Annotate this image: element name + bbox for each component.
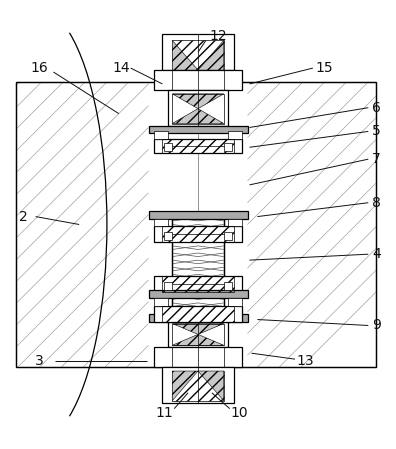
Bar: [154, 276, 242, 292]
Bar: [228, 298, 242, 306]
Bar: [162, 276, 234, 292]
Text: 8: 8: [372, 196, 381, 210]
Bar: [162, 306, 234, 321]
Bar: [168, 90, 228, 126]
Text: 6: 6: [372, 101, 381, 114]
Bar: [228, 132, 242, 139]
Bar: [162, 35, 234, 70]
Text: 10: 10: [231, 405, 248, 420]
Bar: [154, 298, 168, 306]
Text: 5: 5: [372, 124, 381, 138]
Bar: [172, 347, 224, 367]
Text: 15: 15: [316, 61, 333, 75]
Bar: [172, 323, 224, 345]
Bar: [154, 219, 168, 226]
Bar: [162, 226, 234, 242]
Polygon shape: [172, 335, 224, 345]
Polygon shape: [172, 371, 198, 401]
Bar: [172, 70, 224, 90]
Bar: [154, 70, 242, 90]
Bar: [162, 139, 234, 153]
Bar: [154, 306, 242, 321]
Bar: [172, 371, 224, 401]
Bar: [168, 321, 228, 347]
Text: 2: 2: [19, 210, 28, 224]
Text: 9: 9: [372, 318, 381, 332]
Polygon shape: [198, 371, 224, 401]
Bar: [148, 290, 248, 298]
Text: 13: 13: [296, 354, 314, 368]
Polygon shape: [172, 109, 224, 123]
Bar: [164, 233, 172, 240]
Bar: [148, 313, 248, 321]
Text: 11: 11: [156, 405, 173, 420]
Polygon shape: [172, 40, 198, 70]
Bar: [224, 282, 232, 290]
Bar: [164, 282, 172, 290]
Bar: [162, 367, 234, 403]
Bar: [154, 132, 168, 139]
Text: 16: 16: [31, 61, 48, 75]
Text: 3: 3: [35, 354, 44, 368]
Bar: [148, 211, 248, 219]
Bar: [228, 219, 242, 226]
Bar: [164, 143, 172, 151]
Bar: [224, 233, 232, 240]
Bar: [172, 216, 224, 316]
Polygon shape: [172, 323, 224, 335]
Text: 4: 4: [372, 247, 381, 261]
Bar: [154, 347, 242, 367]
Text: 7: 7: [372, 152, 381, 166]
Bar: [154, 226, 242, 242]
Bar: [16, 82, 376, 367]
Bar: [172, 94, 224, 123]
Bar: [148, 126, 248, 133]
Bar: [224, 143, 232, 151]
Bar: [154, 139, 242, 153]
Bar: [172, 40, 224, 70]
Text: 14: 14: [112, 61, 129, 75]
Polygon shape: [198, 40, 224, 70]
Text: 12: 12: [209, 29, 227, 44]
Polygon shape: [172, 94, 224, 109]
